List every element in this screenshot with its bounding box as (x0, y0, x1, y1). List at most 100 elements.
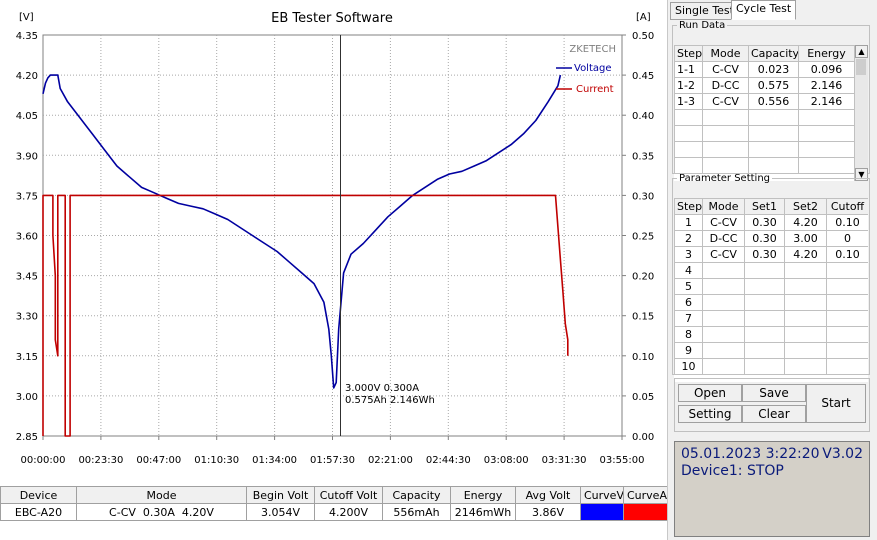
curve-v-color-swatch[interactable] (580, 503, 624, 521)
arrow-up-icon[interactable]: ▲ (855, 45, 868, 58)
param-cell[interactable]: 3.00 (784, 230, 827, 247)
param-cell[interactable] (784, 278, 827, 295)
param-row[interactable]: 2 D-CC 0.30 3.00 0 (674, 230, 868, 247)
run-empty-cell (798, 125, 855, 142)
param-cell[interactable] (826, 262, 868, 279)
param-cell[interactable]: 4.20 (784, 246, 827, 263)
param-cell[interactable] (826, 278, 868, 295)
param-cell[interactable] (826, 294, 868, 311)
y-left-tick-label: 3.75 (16, 191, 38, 202)
x-tick-label: 01:57:30 (310, 455, 355, 466)
param-cell[interactable] (744, 278, 785, 295)
param-cell[interactable] (826, 342, 868, 359)
param-row[interactable]: 3 C-CV 0.30 4.20 0.10 (674, 246, 868, 263)
param-cell[interactable] (784, 294, 827, 311)
clear-button[interactable]: Clear (742, 405, 806, 423)
param-cell[interactable] (784, 358, 827, 375)
run-cell[interactable]: 1-1 (674, 61, 703, 78)
param-cell[interactable]: D-CC (702, 230, 745, 247)
scroll-thumb[interactable] (856, 59, 866, 75)
param-cell[interactable] (826, 310, 868, 327)
param-cell[interactable]: 6 (674, 294, 703, 311)
save-button[interactable]: Save (742, 384, 806, 402)
param-cell[interactable]: 0.30 (744, 246, 785, 263)
param-row[interactable]: 1 C-CV 0.30 4.20 0.10 (674, 214, 868, 231)
param-cell[interactable] (702, 310, 745, 327)
run-header-cell: Step (674, 45, 703, 62)
param-cell[interactable] (702, 326, 745, 343)
param-cell[interactable] (744, 310, 785, 327)
param-cell[interactable]: 2 (674, 230, 703, 247)
param-cell[interactable] (702, 262, 745, 279)
param-cell[interactable] (744, 326, 785, 343)
run-row[interactable]: 1-3 C-CV 0.556 2.146 (674, 93, 855, 110)
param-cell[interactable]: 4.20 (784, 214, 827, 231)
param-cell[interactable]: 0.10 (826, 214, 868, 231)
param-row[interactable]: 7 (674, 310, 868, 327)
run-cell[interactable]: C-CV (702, 61, 749, 78)
param-cell[interactable] (744, 262, 785, 279)
param-cell[interactable] (826, 326, 868, 343)
run-cell[interactable]: C-CV (702, 93, 749, 110)
open-button[interactable]: Open (678, 384, 742, 402)
arrow-down-icon[interactable]: ▼ (855, 168, 868, 181)
param-cell[interactable] (702, 294, 745, 311)
param-cell[interactable] (784, 326, 827, 343)
param-cell[interactable] (744, 342, 785, 359)
y-left-tick-label: 3.00 (16, 392, 38, 403)
param-cell[interactable]: C-CV (702, 214, 745, 231)
cell-cutoff-volt: 4.200V (314, 503, 383, 521)
param-cell[interactable] (784, 342, 827, 359)
x-tick-label: 03:08:00 (484, 455, 529, 466)
tab-cycle-test[interactable]: Cycle Test (731, 0, 797, 20)
param-row[interactable]: 5 (674, 278, 868, 295)
run-data-scrollbar[interactable]: ▲ ▼ (854, 45, 868, 181)
left-axis-unit: [V] (19, 12, 34, 23)
param-cell[interactable] (744, 294, 785, 311)
run-row[interactable]: 1-2 D-CC 0.575 2.146 (674, 77, 855, 94)
param-cell[interactable]: 9 (674, 342, 703, 359)
button-group (674, 378, 870, 432)
run-cell[interactable]: 0.096 (798, 61, 855, 78)
param-cell[interactable]: C-CV (702, 246, 745, 263)
param-row[interactable]: 6 (674, 294, 868, 311)
param-row[interactable]: 10 (674, 358, 868, 375)
param-cell[interactable] (784, 310, 827, 327)
param-row[interactable]: 9 (674, 342, 868, 359)
run-cell[interactable]: D-CC (702, 77, 749, 94)
param-cell[interactable]: 3 (674, 246, 703, 263)
run-cell[interactable]: 2.146 (798, 93, 855, 110)
param-cell[interactable] (826, 358, 868, 375)
param-cell[interactable]: 0 (826, 230, 868, 247)
run-cell[interactable]: 1-3 (674, 93, 703, 110)
param-cell[interactable]: 0.30 (744, 214, 785, 231)
run-empty-cell (674, 141, 703, 158)
param-cell[interactable] (702, 342, 745, 359)
param-row[interactable]: 4 (674, 262, 868, 279)
summary-row[interactable]: EBC-A20 C-CV 0.30A 4.20V 3.054V 4.200V 5… (0, 503, 668, 521)
curve-a-color-swatch[interactable] (623, 503, 668, 521)
param-cell[interactable]: 0.10 (826, 246, 868, 263)
param-cell[interactable]: 7 (674, 310, 703, 327)
setting-button[interactable]: Setting (678, 405, 742, 423)
param-cell[interactable]: 1 (674, 214, 703, 231)
y-left-tick-label: 4.05 (16, 111, 38, 122)
param-row[interactable]: 8 (674, 326, 868, 343)
run-row[interactable]: 1-1 C-CV 0.023 0.096 (674, 61, 855, 78)
param-cell[interactable]: 5 (674, 278, 703, 295)
param-cell[interactable] (702, 278, 745, 295)
param-cell[interactable] (744, 358, 785, 375)
param-cell[interactable] (702, 358, 745, 375)
param-cell[interactable]: 4 (674, 262, 703, 279)
run-cell[interactable]: 0.023 (748, 61, 799, 78)
tab-single-test[interactable]: Single Test (670, 2, 739, 20)
run-cell[interactable]: 1-2 (674, 77, 703, 94)
run-cell[interactable]: 2.146 (798, 77, 855, 94)
run-cell[interactable]: 0.556 (748, 93, 799, 110)
param-cell[interactable]: 0.30 (744, 230, 785, 247)
param-cell[interactable]: 8 (674, 326, 703, 343)
param-cell[interactable]: 10 (674, 358, 703, 375)
start-button[interactable]: Start (806, 384, 866, 423)
run-cell[interactable]: 0.575 (748, 77, 799, 94)
param-cell[interactable] (784, 262, 827, 279)
